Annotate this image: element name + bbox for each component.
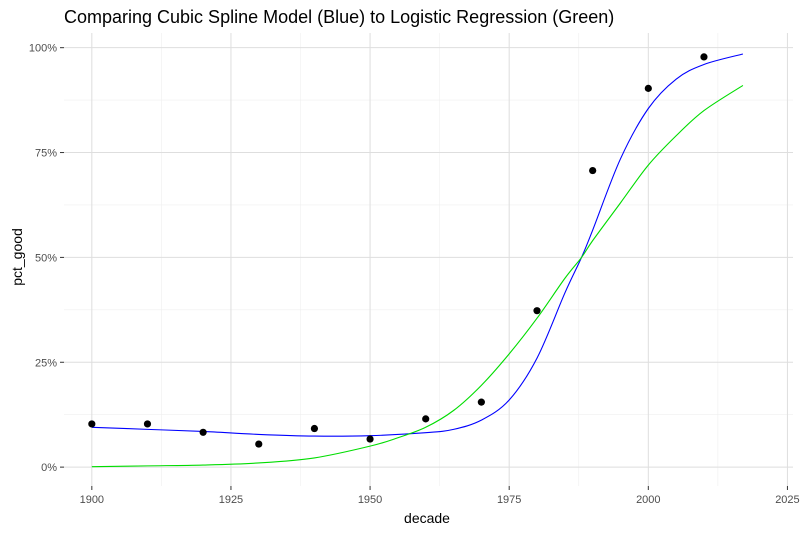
data-point [366, 435, 374, 443]
model-lines [91, 53, 744, 468]
x-tick-label: 1975 [497, 494, 521, 506]
data-point [589, 166, 597, 175]
y-tick-label: 100% [29, 43, 57, 55]
y-axis-title: pct_good [9, 228, 25, 286]
y-tick-label: 25% [35, 357, 57, 369]
y-tick-label: 75% [35, 148, 57, 160]
data-point [700, 53, 708, 61]
x-tick-label: 1900 [80, 494, 104, 506]
x-tick-label: 1925 [219, 494, 243, 506]
minor-grid [64, 33, 793, 486]
y-tick-label: 50% [35, 252, 57, 264]
x-tick-label: 2025 [775, 494, 799, 506]
major-grid [64, 33, 793, 486]
data-point [477, 398, 485, 406]
y-axis-ticks: 0% 25% 50% 75% 100% [29, 43, 64, 474]
data-point [644, 84, 652, 92]
x-tick-label: 1950 [358, 494, 382, 506]
chart-title: Comparing Cubic Spline Model (Blue) to L… [64, 7, 614, 27]
observed-points [88, 53, 708, 448]
data-point [88, 420, 96, 428]
data-point [422, 415, 430, 423]
x-tick-label: 2000 [636, 494, 660, 506]
x-axis-title: decade [404, 510, 450, 526]
data-point [199, 428, 207, 436]
data-point [533, 307, 541, 315]
data-point [143, 420, 152, 428]
data-point [310, 424, 319, 433]
cubic-spline-line [91, 53, 744, 437]
data-point [255, 440, 263, 448]
x-axis-ticks: 1900 1925 1950 1975 2000 2025 [80, 486, 800, 506]
y-tick-label: 0% [41, 462, 57, 474]
logistic-regression-line [91, 84, 744, 468]
